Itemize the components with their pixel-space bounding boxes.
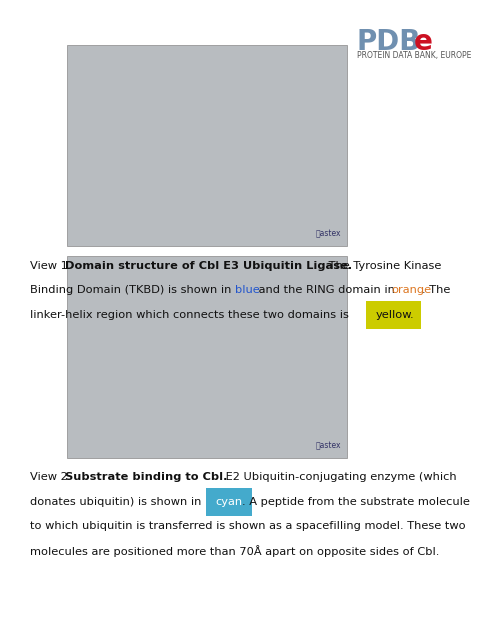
Text: .: . [410, 310, 413, 320]
Text: . The: . The [422, 285, 450, 296]
Text: to which ubiquitin is transferred is shown as a spacefilling model. These two: to which ubiquitin is transferred is sho… [30, 521, 465, 531]
Text: PDB: PDB [356, 28, 421, 56]
Text: Binding Domain (TKBD) is shown in: Binding Domain (TKBD) is shown in [30, 285, 235, 296]
Text: . A peptide from the substrate molecule: . A peptide from the substrate molecule [242, 497, 469, 507]
FancyBboxPatch shape [67, 45, 346, 246]
Text: The Tyrosine Kinase: The Tyrosine Kinase [325, 261, 441, 271]
Text: blue: blue [235, 285, 260, 296]
Text: E2 Ubiquitin-conjugating enzyme (which: E2 Ubiquitin-conjugating enzyme (which [222, 472, 456, 483]
Text: Domain structure of Cbl E3 Ubiquitin Ligase.: Domain structure of Cbl E3 Ubiquitin Lig… [65, 261, 352, 271]
Text: yellow: yellow [375, 310, 412, 320]
Text: Substrate binding to Cbl.: Substrate binding to Cbl. [65, 472, 228, 483]
Text: View 2: View 2 [30, 472, 71, 483]
Text: ⓐastex: ⓐastex [316, 230, 342, 239]
FancyBboxPatch shape [67, 256, 346, 458]
Text: donates ubiquitin) is shown in: donates ubiquitin) is shown in [30, 497, 205, 507]
Text: e: e [413, 28, 432, 56]
Text: PROTEIN DATA BANK, EUROPE: PROTEIN DATA BANK, EUROPE [357, 51, 472, 60]
Text: ⓐastex: ⓐastex [316, 441, 342, 450]
Text: molecules are positioned more than 70Å apart on opposite sides of Cbl.: molecules are positioned more than 70Å a… [30, 545, 439, 557]
Text: linker-helix region which connects these two domains is: linker-helix region which connects these… [30, 310, 352, 320]
Text: View 1: View 1 [30, 261, 71, 271]
Text: orange: orange [391, 285, 431, 296]
Text: cyan: cyan [215, 497, 243, 507]
Text: and the RING domain in: and the RING domain in [255, 285, 398, 296]
